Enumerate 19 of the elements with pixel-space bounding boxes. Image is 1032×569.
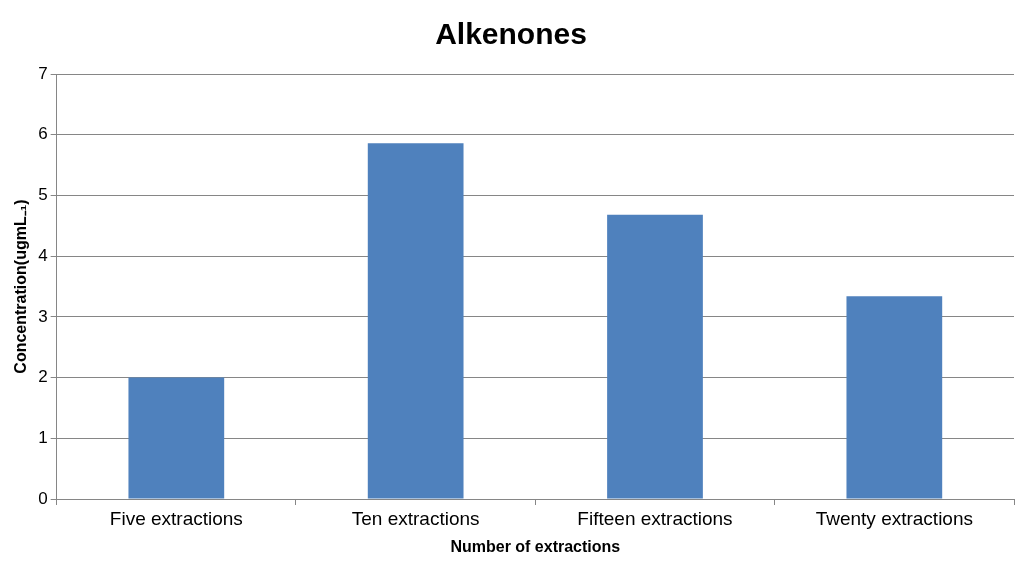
bar bbox=[367, 143, 464, 499]
y-tick-label: 4 bbox=[38, 245, 48, 265]
y-tick-label: 2 bbox=[38, 367, 48, 387]
x-tick-label: Twenty extractions bbox=[815, 507, 973, 529]
y-axis-title: Concentration(ugmL₋₁) bbox=[12, 199, 30, 374]
y-tick-label: 7 bbox=[38, 63, 48, 83]
y-tick-label: 3 bbox=[38, 306, 48, 326]
y-tick-label: 5 bbox=[38, 185, 48, 205]
y-tick-label: 6 bbox=[38, 124, 48, 144]
y-tick-label: 1 bbox=[38, 427, 48, 447]
bar bbox=[607, 214, 703, 499]
chart-title: Alkenones bbox=[435, 17, 587, 51]
bar bbox=[128, 377, 225, 499]
bar bbox=[846, 296, 943, 499]
x-tick-label: Five extractions bbox=[109, 507, 243, 529]
y-tick-label: 0 bbox=[38, 488, 48, 508]
x-tick-label: Ten extractions bbox=[351, 507, 480, 529]
x-tick-label: Fifteen extractions bbox=[577, 507, 733, 529]
x-axis-title: Number of extractions bbox=[450, 537, 621, 555]
